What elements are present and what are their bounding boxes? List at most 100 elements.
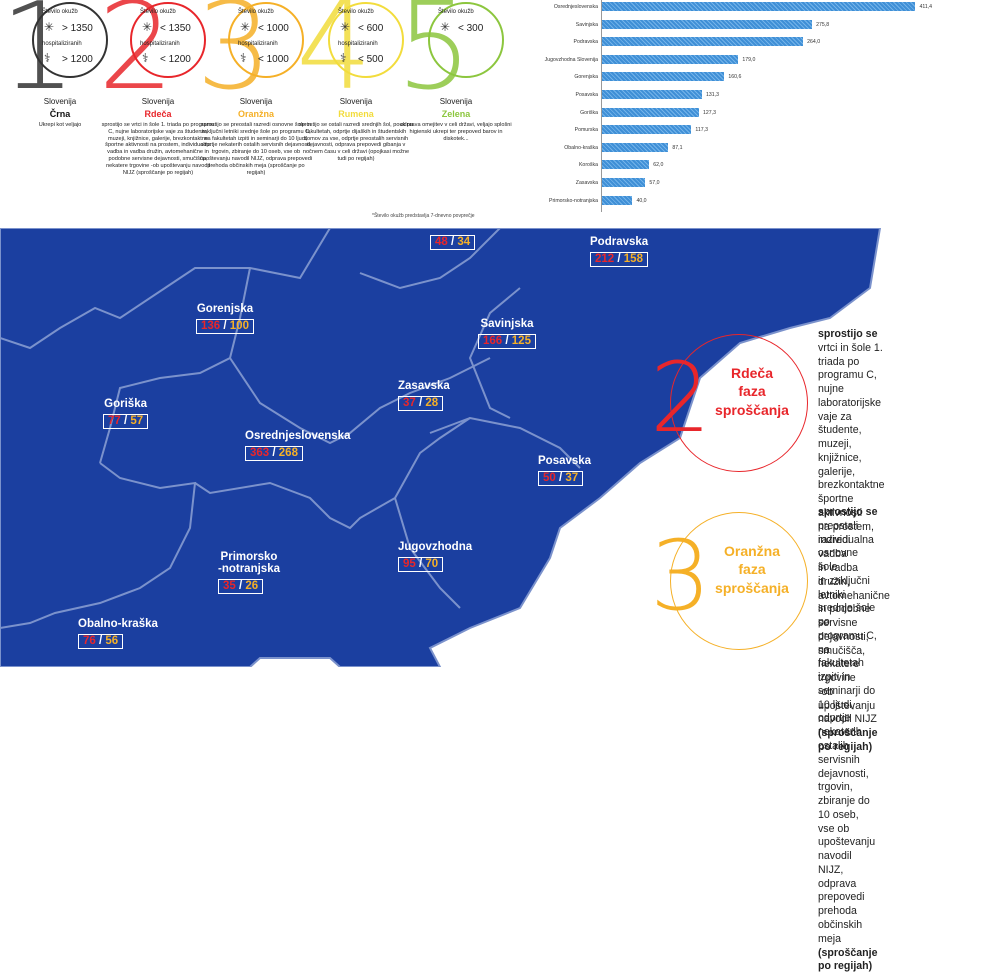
phase-stat-label: Število okužb [338,9,398,16]
callout-line: odprtje nekaterih [818,712,877,740]
bar-value-label: 87,1 [672,145,682,151]
region-cases: 77 [108,415,121,427]
patient-icon: ⚕ [44,51,51,66]
bar-value-label: 275,8 [816,22,829,28]
region-hospitalized: 70 [425,558,438,570]
bar-category-label: Podravska [520,39,598,45]
bar [602,160,649,169]
phase-region: Slovenija [406,97,506,107]
bar [602,37,803,46]
callout-line: prehoda občinskih meja [818,905,877,946]
region-hospitalized: 158 [624,253,643,265]
bar-category-label: Posavska [520,92,598,98]
region-values: 50 / 37 [538,471,583,486]
bar-category-label: Goriška [520,110,598,116]
callout-title-line: sproščanja [706,401,798,419]
bar-value-label: 57,0 [649,180,659,186]
phase-name: Rdeča [108,109,208,120]
region-name: Jugovzhodna [398,541,472,553]
region-hospitalized: 26 [245,580,258,592]
phase-cases: < 1000 [258,23,289,35]
region-name: Primorsko [218,551,280,563]
region-name: Obalno-kraška [78,618,158,630]
callout-title-line: Rdeča [706,364,798,382]
patient-icon: ⚕ [142,51,149,66]
bar [602,178,645,187]
phase-stat-label: hospitaliziranih [238,41,298,48]
callout-line: po programu C, na fakultetah [818,616,877,671]
bar [602,55,738,64]
phase-name: Zelena [406,109,506,120]
region-name: Gorenjska [196,303,254,315]
bar [602,108,699,117]
region-cases: 35 [223,580,236,592]
phase-stat-label: hospitaliziranih [42,41,102,48]
phase-description: odprava omejitev v celi državi, veljajo … [398,122,514,142]
region-cases: 50 [543,472,556,484]
region-hospitalized: 57 [130,415,143,427]
map-region-9: Jugovzhodna 95 / 70 [398,541,472,572]
region-cases: 166 [483,335,502,347]
region-cases: 95 [403,558,416,570]
region-values: 48 / 34 [430,235,475,250]
callout-title-line: faza [706,382,798,400]
callout-line: in zaključni letniki srednje šole [818,575,877,616]
footnote: *Število okužb predstavlja 7-dnevno povp… [372,213,475,219]
bar [602,143,668,152]
phase-region: Slovenija [306,97,406,107]
region-hospitalized: 100 [230,320,249,332]
region-separator: / [236,580,246,592]
patient-icon: ⚕ [240,51,247,66]
region-cases: 136 [201,320,220,332]
phase-hospitalized: < 1200 [160,54,191,66]
callout-line: nujne laboratorijske vaje za študente, [818,383,890,438]
virus-icon: ✳ [440,20,450,35]
phase-name: Oranžna [206,109,306,120]
bar [602,196,632,205]
phase-stat-label: hospitaliziranih [338,41,398,48]
callout-line: vse ob upoštevanju navodil NIJZ, [818,823,877,878]
phase-stat-label: Število okužb [238,9,298,16]
virus-icon: ✳ [340,20,350,35]
region-hospitalized: 268 [279,447,298,459]
phase-region: Slovenija [206,97,306,107]
region-separator: / [502,335,512,347]
phase-cases: > 1350 [62,23,93,35]
region-values: 95 / 70 [398,557,443,572]
region-cases: 37 [403,397,416,409]
callout-line: trgovin, zbiranje do 10 oseb, [818,781,877,822]
region-name: Zasavska [398,380,450,392]
bar-category-label: Osrednjeslovenska [520,4,598,10]
callout-line: ostalih servisnih dejavnosti, [818,740,877,781]
bar [602,90,702,99]
bar [602,2,915,11]
virus-icon: ✳ [44,20,54,35]
bar-value-label: 117,3 [695,127,708,133]
callout-line: muzeji, knjižnice, galerije, [818,438,890,479]
phase-hospitalized: < 500 [358,54,383,66]
region-separator: / [121,415,131,427]
phase-region: Slovenija [108,97,208,107]
region-separator: / [556,472,566,484]
bar-value-label: 40,0 [636,198,646,204]
region-cases: 363 [250,447,269,459]
callout-line: odprava prepovedi [818,878,877,906]
callout-title-line: Oranžna [706,542,798,560]
phase-region: Slovenija [10,97,110,107]
phase-stat-label: Število okužb [438,9,498,16]
phase-description: sprostijo se ostali razredi srednjih šol… [298,122,414,163]
callout-heading: sprostijo se [818,506,877,520]
callout-title-line: faza [706,560,798,578]
bar-category-label: Gorenjska [520,74,598,80]
phase-cases: < 600 [358,23,383,35]
region-values: 76 / 56 [78,634,123,649]
region-separator: / [416,397,426,409]
